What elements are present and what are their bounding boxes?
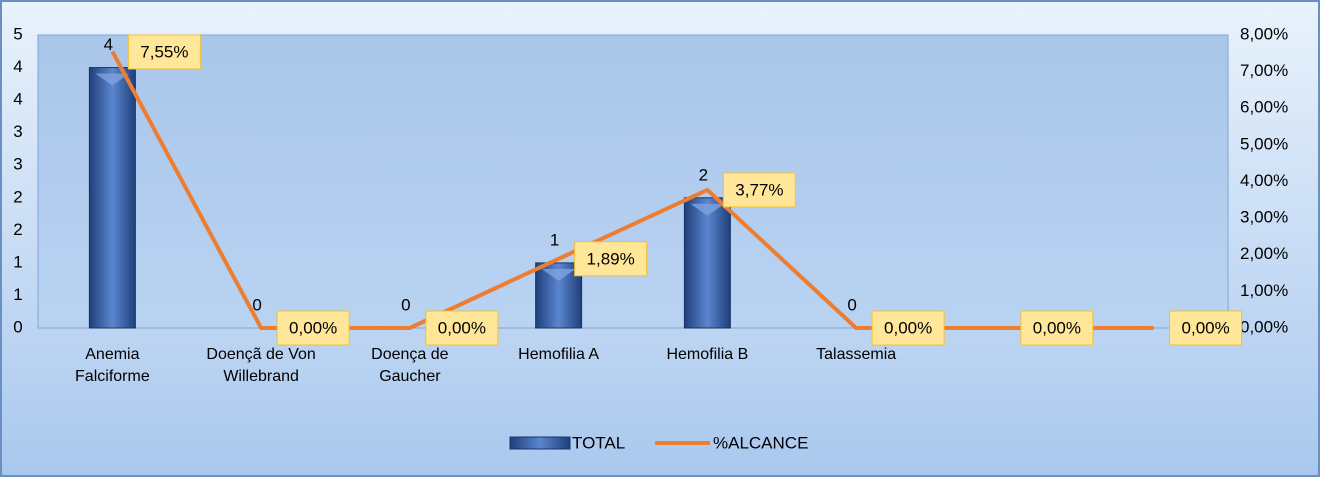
line-data-label: 3,77% [735,180,783,199]
bar-data-label: 1 [550,230,559,249]
y-tick-label: 3 [13,122,22,141]
x-tick-label: Doença de Gaucher [371,346,449,385]
bar-bevel [541,268,576,281]
line-data-label: 0,00% [289,318,337,337]
y-tick-label: 2 [13,187,22,206]
bar-data-label: 2 [699,165,708,184]
y2-tick-label: 6,00% [1240,98,1288,117]
x-tick-label: Hemofilia A [518,346,600,363]
y-tick-label: 5 [13,24,22,43]
plot-area [37,34,1229,329]
legend-label: %ALCANCE [713,433,808,452]
line-data-label-box [574,241,648,277]
y-tick-label: 4 [13,90,22,109]
y-tick-label: 3 [13,155,22,174]
line-data-label: 7,55% [140,42,188,61]
legend-label: TOTAL [572,433,625,452]
line-data-label: 0,00% [884,318,932,337]
line-data-label-box [1020,310,1094,346]
line-data-label-box [425,310,499,346]
line-data-label: 0,00% [1033,318,1081,337]
bar-data-label: 0 [252,295,261,314]
line-data-label-box [127,34,201,70]
line-data-label: 0,00% [1182,318,1230,337]
y-tick-label: 1 [13,252,22,271]
bar [683,197,731,329]
y2-tick-label: 4,00% [1240,171,1288,190]
line-data-label-box [722,172,796,208]
y2-tick-label: 8,00% [1240,24,1288,43]
y2-tick-label: 0,00% [1240,317,1288,336]
y2-tick-label: 2,00% [1240,244,1288,263]
x-tick-label: Doençã de Von Willebrand [206,346,316,385]
x-tick-label: Anemia Falciforme [75,346,150,385]
line-data-label-box [1169,310,1243,346]
bar-data-label: 0 [401,295,410,314]
x-tick-label: Hemofilia B [666,346,749,363]
line-data-label-box [871,310,945,346]
y-tick-label: 4 [13,57,22,76]
line-data-label: 0,00% [438,318,486,337]
legend-swatch [509,436,571,450]
bar-bevel [690,203,725,216]
y2-tick-label: 1,00% [1240,281,1288,300]
y2-tick-label: 5,00% [1240,134,1288,153]
bar-data-label: 0 [847,295,856,314]
bar-bevel [95,73,130,86]
y-tick-label: 2 [13,220,22,239]
y-tick-label: 0 [13,317,22,336]
y2-tick-label: 3,00% [1240,208,1288,227]
bar [88,67,136,329]
y2-tick-label: 7,00% [1240,61,1288,80]
line-data-label-box [276,310,350,346]
x-tick-label: Talassemia [816,346,897,363]
y-tick-label: 1 [13,285,22,304]
bar-data-label: 4 [104,35,113,54]
line-data-label: 1,89% [587,249,635,268]
